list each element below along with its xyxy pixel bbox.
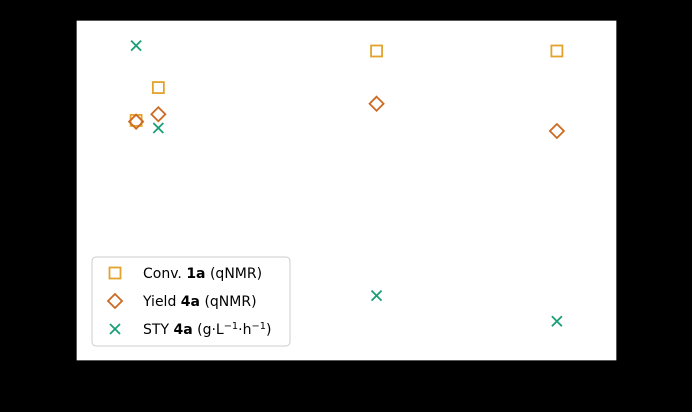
y-right-tick-label: 200 <box>625 238 654 256</box>
x-point <box>551 315 563 327</box>
square-point <box>550 44 564 58</box>
x-axis-title: Residence time (min) <box>250 386 442 407</box>
diamond-point <box>127 113 145 130</box>
x-tick-label: 9 <box>612 368 622 386</box>
x-tick-label: 6 <box>432 368 442 386</box>
y-left-tick-label: 80 <box>49 166 68 184</box>
square-point <box>151 81 165 94</box>
y-right-tick-label: 300 <box>625 182 654 200</box>
x-tick-label: 0 <box>71 368 81 386</box>
y-right-tick-label: 500 <box>625 68 654 86</box>
y-left-tick-label: 70 <box>49 228 68 246</box>
legend: Conv. 1a (qNMR) Yield 4a (qNMR) STY 4a (g·… <box>91 256 291 347</box>
x-point <box>152 122 164 134</box>
y-left-tick-label: 90 <box>49 104 68 122</box>
x-point <box>130 39 142 52</box>
legend-box <box>91 256 291 347</box>
legend-label: STY 4a (g·L−1·h−1) <box>143 321 271 339</box>
y-axis-left-title: Conv. of 1a / Yield of 4a <box>16 82 37 299</box>
y-left-tick-label: 60 <box>49 290 68 308</box>
x-tick-label: 3 <box>252 368 262 386</box>
y-right-tick-label: 600 <box>625 11 654 29</box>
y-right-tick-label: 100 <box>625 295 654 313</box>
x-tick-label: 7 <box>492 368 502 386</box>
legend-label: Yield 4a (qNMR) <box>142 294 257 310</box>
legend-marker <box>106 292 124 310</box>
diamond-point <box>150 105 167 123</box>
legend-marker <box>109 323 121 335</box>
x-tick-label: 8 <box>552 368 562 386</box>
x-tick-label: 2 <box>191 368 201 386</box>
y-left-tick-label: 100 <box>39 42 68 60</box>
diamond-point <box>368 95 385 112</box>
y-axis-right-title: STY 4a (g·L−1·h−1) <box>652 108 677 273</box>
x-tick-label: 5 <box>372 368 382 386</box>
y-right-tick-label: 0 <box>625 352 635 370</box>
x-point <box>370 290 383 302</box>
axes: 0 1 2 3 4 5 6 7 8 9 50 60 70 80 90 100 0 100 200 300 400 500 6… <box>39 11 653 386</box>
legend-marker <box>108 266 122 280</box>
legend-label: Conv. 1a (qNMR) <box>143 266 262 282</box>
y-right-tick-label: 400 <box>625 125 654 143</box>
y-left-tick-label: 50 <box>49 352 68 370</box>
x-tick-label: 4 <box>312 368 322 386</box>
square-point <box>370 44 383 58</box>
data-marks <box>127 39 566 327</box>
diamond-point <box>548 122 566 140</box>
x-tick-label: 1 <box>131 368 141 386</box>
